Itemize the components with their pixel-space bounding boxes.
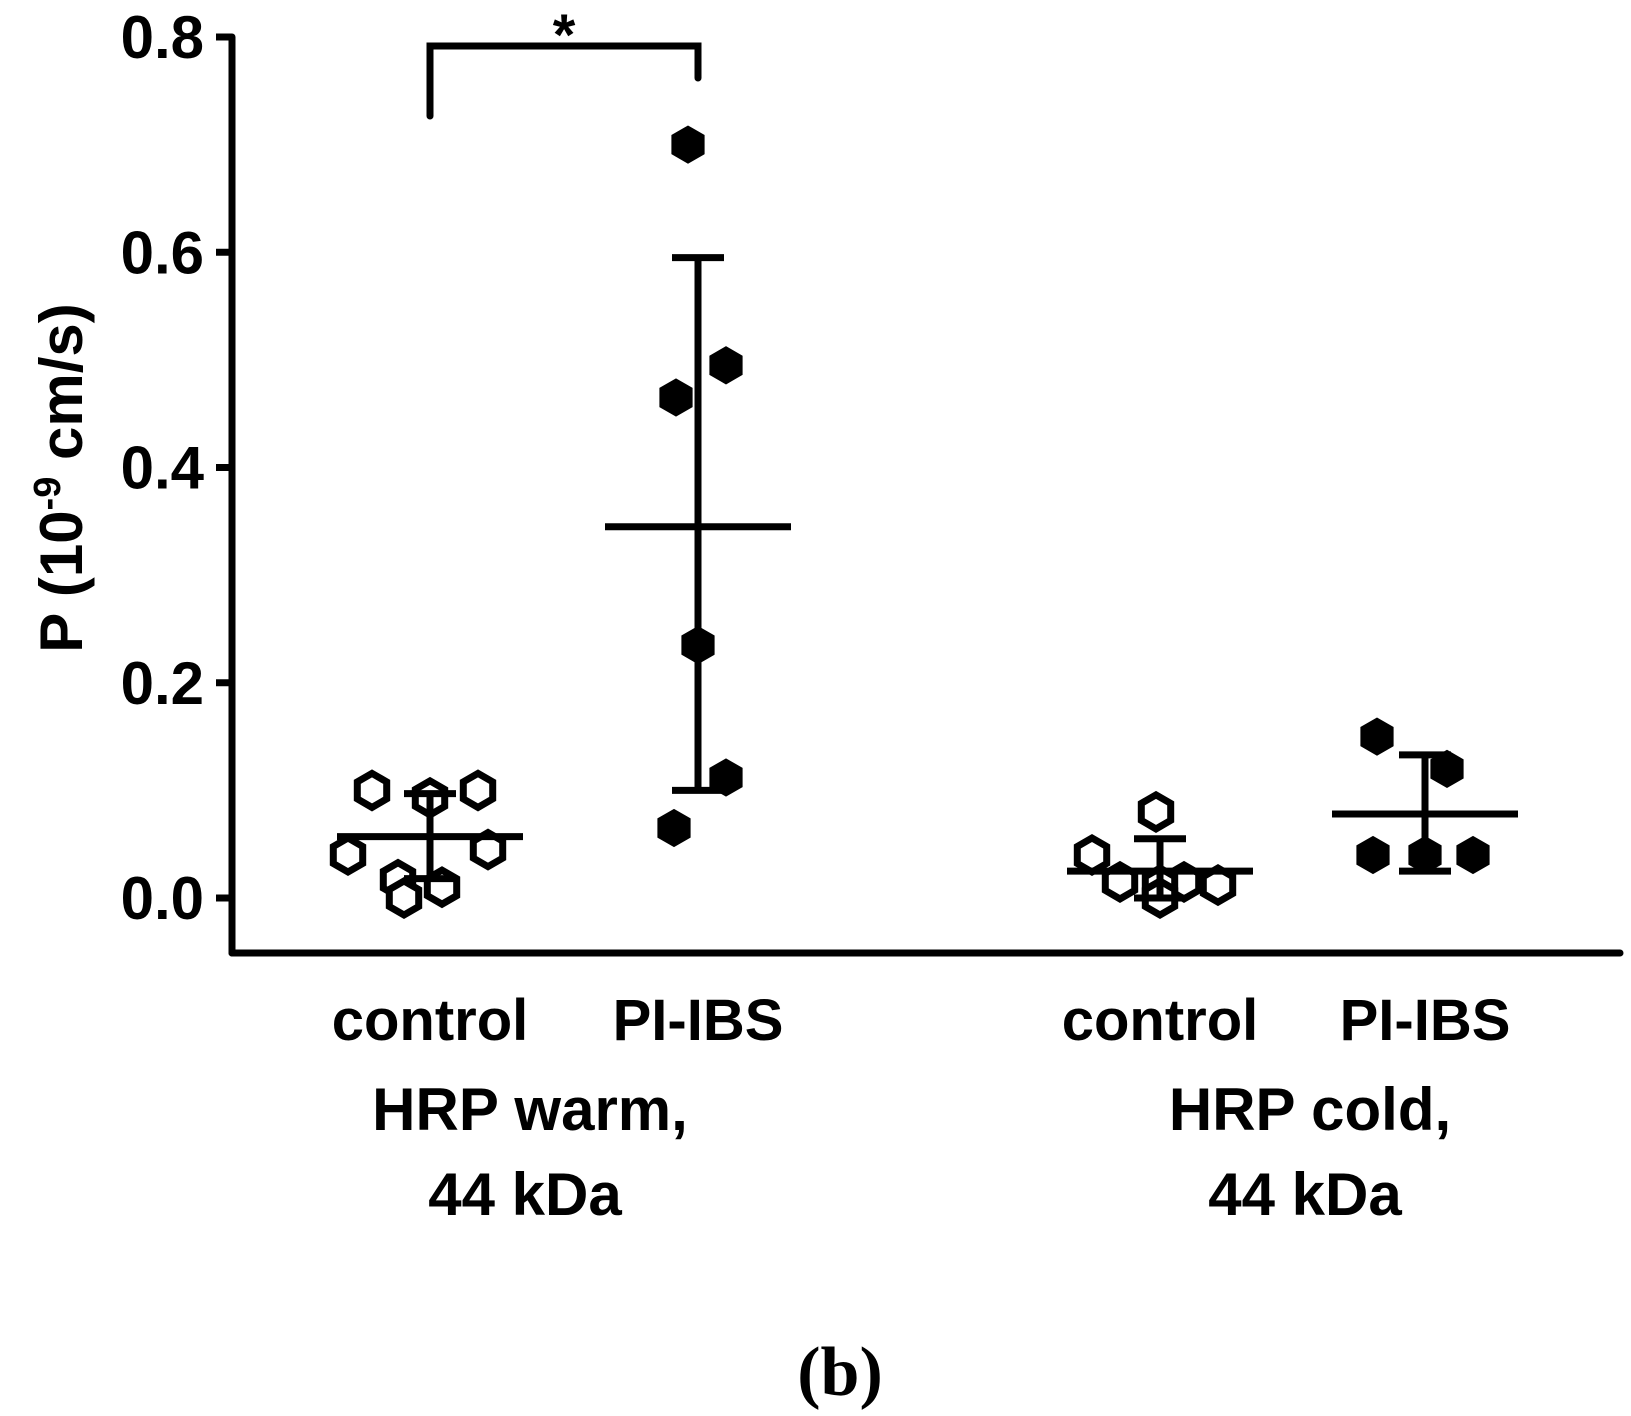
- data-point-filled: [1360, 717, 1394, 756]
- significance-bracket: *: [426, 3, 702, 120]
- y-tick-label: 0.0: [121, 865, 204, 932]
- y-tick-label: 0.8: [121, 4, 204, 71]
- group-label-line1: HRP cold,: [1169, 1076, 1451, 1143]
- data-point-filled: [657, 808, 691, 848]
- category-label: PI-IBS: [613, 988, 784, 1053]
- significance-line: [426, 42, 702, 120]
- y-axis-title-superscript: -9: [27, 477, 69, 511]
- group-label-line2: 44 kDa: [1208, 1161, 1402, 1228]
- series-2: [1067, 790, 1253, 920]
- category-label: control: [332, 988, 529, 1053]
- data-point-open: [329, 833, 367, 877]
- data-point-filled: [671, 125, 705, 164]
- data-point-filled: [1356, 835, 1390, 875]
- y-ticks: 0.0 0.2 0.4 0.6 0.8: [121, 4, 232, 932]
- y-tick-label: 0.4: [121, 435, 205, 502]
- series-0: [329, 769, 523, 920]
- data-point-open: [1137, 790, 1175, 833]
- category-label: PI-IBS: [1340, 988, 1511, 1053]
- significance-label: *: [553, 3, 576, 68]
- data-point-open: [353, 769, 391, 812]
- axes: [228, 33, 1624, 957]
- data-point-open: [459, 769, 497, 812]
- group-labels: HRP warm, 44 kDa HRP cold, 44 kDa: [372, 1076, 1451, 1228]
- data-point-open: [469, 828, 507, 871]
- series-1: [605, 125, 791, 848]
- data-series: [329, 125, 1518, 920]
- group-label-line1: HRP warm,: [372, 1076, 688, 1143]
- data-point-open: [1199, 864, 1237, 907]
- group-label-line2: 44 kDa: [428, 1161, 622, 1228]
- y-axis-title-prefix: P (10: [28, 510, 95, 652]
- y-tick-label: 0.2: [121, 650, 204, 717]
- data-point-filled: [709, 346, 743, 385]
- data-point-filled: [659, 378, 693, 417]
- y-axis-title-suffix: cm/s): [28, 303, 95, 476]
- category-label: control: [1062, 988, 1259, 1053]
- panel-label: (b): [797, 1334, 883, 1411]
- data-point-filled: [709, 758, 743, 797]
- series-3: [1332, 717, 1518, 875]
- y-axis-title: P (10-9 cm/s): [27, 303, 95, 653]
- y-tick-label: 0.6: [121, 219, 204, 286]
- category-labels: control PI-IBS control PI-IBS: [332, 988, 1511, 1053]
- data-point-filled: [1430, 749, 1464, 789]
- data-point-filled: [1456, 835, 1490, 875]
- data-point-open: [1073, 833, 1111, 877]
- data-point-open: [385, 876, 423, 920]
